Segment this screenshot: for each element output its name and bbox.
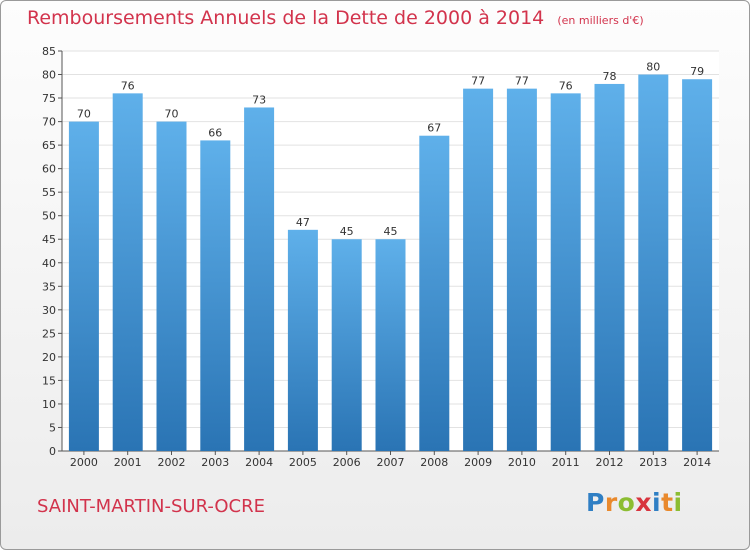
y-tick-label: 50 — [42, 210, 56, 223]
value-label: 78 — [603, 70, 617, 83]
x-tick-label: 2009 — [464, 456, 492, 469]
value-label: 45 — [340, 225, 354, 238]
value-label: 70 — [165, 108, 179, 121]
x-tick-label: 2001 — [114, 456, 142, 469]
commune-name: SAINT-MARTIN-SUR-OCRE — [37, 496, 265, 517]
x-tick-label: 2003 — [201, 456, 229, 469]
y-tick-label: 15 — [42, 374, 56, 387]
value-label: 77 — [471, 75, 485, 88]
bars — [68, 74, 713, 452]
bar — [638, 74, 669, 451]
value-label: 70 — [77, 108, 91, 121]
y-tick-label: 45 — [42, 233, 56, 246]
bar — [419, 135, 450, 452]
value-label: 66 — [208, 126, 222, 139]
x-tick-label: 2006 — [333, 456, 361, 469]
proxiti-logo: Proxiti — [586, 488, 683, 517]
bar — [244, 107, 275, 452]
y-tick-label: 70 — [42, 116, 56, 129]
bar — [682, 79, 713, 451]
y-tick-label: 20 — [42, 351, 56, 364]
value-label: 76 — [121, 79, 135, 92]
labels: 0 5 10 15 20 25 30 35 40 45 50 55 60 65 70 75 80 85 70 2000… — [42, 45, 711, 469]
y-tick-label: 5 — [49, 421, 56, 434]
value-label: 45 — [384, 225, 398, 238]
logo-letter: t — [661, 488, 674, 517]
chart-title: Remboursements Annuels de la Dette de 20… — [27, 7, 644, 29]
x-tick-label: 2007 — [377, 456, 405, 469]
bar — [68, 121, 99, 452]
y-tick-label: 55 — [42, 186, 56, 199]
y-tick-label: 25 — [42, 327, 56, 340]
x-tick-label: 2000 — [70, 456, 98, 469]
value-label: 76 — [559, 79, 573, 92]
y-tick-label: 0 — [49, 445, 56, 458]
x-tick-label: 2013 — [639, 456, 667, 469]
bar — [375, 239, 406, 451]
bar — [156, 121, 187, 452]
y-tick-label: 10 — [42, 398, 56, 411]
logo-letter: o — [617, 488, 636, 517]
x-tick-label: 2008 — [420, 456, 448, 469]
x-tick-label: 2014 — [683, 456, 711, 469]
bar — [463, 88, 494, 451]
y-tick-label: 75 — [42, 92, 56, 105]
chart-unit-note: (en milliers d'€) — [557, 14, 644, 27]
bar — [200, 140, 231, 452]
x-tick-label: 2002 — [158, 456, 186, 469]
y-tick-label: 60 — [42, 163, 56, 176]
value-label: 67 — [427, 122, 441, 135]
x-tick-label: 2004 — [245, 456, 273, 469]
value-label: 80 — [646, 61, 660, 74]
y-tick-label: 30 — [42, 304, 56, 317]
logo-letter: P — [586, 488, 605, 517]
x-tick-label: 2012 — [596, 456, 624, 469]
bar — [287, 229, 318, 451]
logo-letter: i — [652, 488, 662, 517]
value-label: 77 — [515, 75, 529, 88]
logo-letter: i — [673, 488, 683, 517]
value-label: 47 — [296, 216, 310, 229]
y-tick-label: 85 — [42, 45, 56, 58]
x-tick-label: 2011 — [552, 456, 580, 469]
bar — [550, 93, 581, 452]
logo-letter: x — [635, 488, 652, 517]
logo-letter: r — [604, 488, 618, 517]
bar — [594, 83, 625, 452]
x-tick-label: 2005 — [289, 456, 317, 469]
y-tick-label: 40 — [42, 257, 56, 270]
bar — [112, 93, 143, 452]
y-tick-label: 35 — [42, 280, 56, 293]
y-tick-label: 65 — [42, 139, 56, 152]
value-label: 79 — [690, 65, 704, 78]
bar — [331, 239, 362, 451]
chart-title-main: Remboursements Annuels de la Dette de 20… — [27, 7, 545, 29]
x-tick-label: 2010 — [508, 456, 536, 469]
bar — [506, 88, 537, 451]
value-label: 73 — [252, 93, 266, 106]
y-tick-label: 80 — [42, 69, 56, 82]
